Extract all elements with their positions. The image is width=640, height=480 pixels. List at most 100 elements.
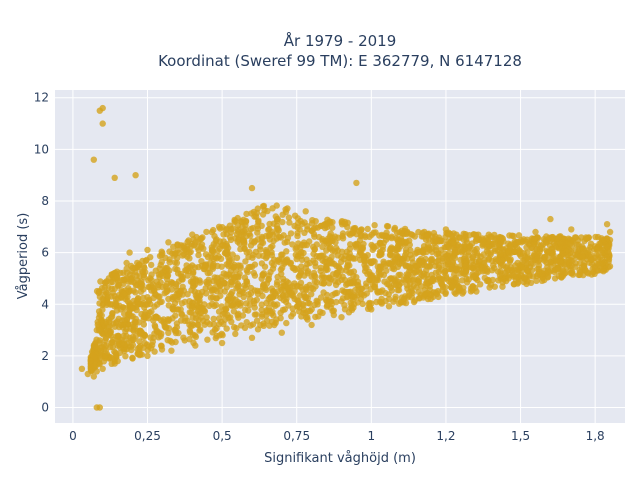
scatter-point [228, 318, 235, 325]
scatter-point [96, 337, 104, 344]
scatter-point [442, 272, 450, 280]
scatter-point [141, 264, 148, 272]
scatter-point [87, 357, 95, 365]
data-points [78, 104, 614, 411]
scatter-point [180, 247, 188, 254]
scatter-point [370, 258, 377, 265]
scatter-point [383, 267, 390, 274]
scatter-point [428, 277, 436, 284]
scatter-point [104, 294, 111, 301]
scatter-point [521, 273, 528, 280]
scatter-point [443, 243, 450, 251]
scatter-point [239, 236, 247, 243]
scatter-point [469, 283, 476, 290]
scatter-point [328, 300, 335, 308]
scatter-point [435, 274, 442, 281]
scatter-point [227, 295, 235, 303]
scatter-point [511, 248, 518, 255]
scatter-point [202, 251, 210, 258]
scatter-point [105, 275, 113, 282]
scatter-point [423, 248, 430, 256]
scatter-point [320, 280, 327, 287]
scatter-point [347, 241, 354, 248]
scatter-point [460, 236, 467, 243]
scatter-point [325, 280, 333, 287]
scatter-point [477, 281, 484, 288]
scatter-point [374, 288, 381, 295]
scatter-point [132, 269, 139, 276]
scatter-point [223, 271, 230, 278]
scatter-point [148, 287, 155, 294]
scatter-point [245, 307, 252, 314]
scatter-point [322, 274, 330, 282]
scatter-point [218, 303, 225, 310]
scatter-point [242, 218, 250, 225]
scatter-point [499, 262, 507, 269]
scatter-point [140, 294, 147, 301]
scatter-point [411, 233, 418, 240]
scatter-point [437, 279, 444, 286]
scatter-point [238, 288, 246, 295]
x-tick-label: 1,8 [586, 429, 605, 443]
scatter-point [87, 363, 95, 370]
scatter-point [484, 238, 492, 245]
scatter-point [195, 289, 202, 296]
scatter-point [192, 342, 199, 349]
scatter-point [288, 289, 295, 297]
scatter-point [132, 319, 139, 326]
scatter-point [317, 267, 324, 274]
scatter-point [153, 278, 160, 285]
scatter-point [121, 310, 128, 318]
scatter-point [115, 281, 122, 288]
scatter-point [329, 224, 336, 231]
scatter-point [121, 316, 128, 323]
scatter-point [189, 270, 197, 277]
scatter-point [221, 316, 229, 323]
scatter-point [308, 291, 315, 298]
scatter-point [559, 268, 567, 275]
scatter-point [320, 222, 327, 229]
scatter-point [490, 240, 497, 248]
scatter-point [281, 239, 288, 246]
scatter-point [506, 232, 513, 239]
scatter-point [189, 231, 196, 238]
scatter-point [351, 255, 358, 262]
scatter-point [506, 257, 513, 264]
scatter-point [332, 239, 339, 246]
scatter-point [552, 257, 560, 264]
scatter-point [401, 225, 409, 233]
scatter-point [108, 354, 115, 361]
scatter-point [124, 298, 131, 305]
scatter-point [130, 327, 137, 335]
scatter-point [209, 265, 217, 272]
scatter-point [317, 294, 325, 301]
scatter-point [213, 288, 220, 295]
scatter-point [277, 315, 284, 322]
scatter-point [478, 264, 485, 272]
scatter-point [278, 251, 285, 258]
scatter-point [148, 276, 155, 283]
scatter-point [171, 299, 179, 307]
scatter-point [326, 259, 333, 267]
scatter-point [97, 278, 104, 285]
scatter-point [499, 279, 506, 286]
scatter-point [255, 252, 262, 259]
scatter-point [266, 236, 274, 243]
scatter-point [248, 334, 256, 341]
scatter-point [368, 306, 375, 313]
scatter-point [196, 327, 203, 334]
scatter-point [158, 330, 165, 337]
scatter-point [567, 240, 574, 247]
scatter-point [311, 246, 318, 253]
scatter-point [99, 295, 106, 303]
scatter-point [243, 319, 250, 326]
scatter-point [171, 250, 179, 257]
scatter-point [437, 237, 444, 245]
scatter-point [523, 244, 530, 251]
scatter-point [350, 272, 357, 280]
scatter-point [218, 339, 226, 347]
scatter-point [392, 295, 399, 303]
scatter-point [330, 307, 337, 314]
scatter-point [278, 329, 285, 336]
scatter-point [472, 231, 480, 238]
